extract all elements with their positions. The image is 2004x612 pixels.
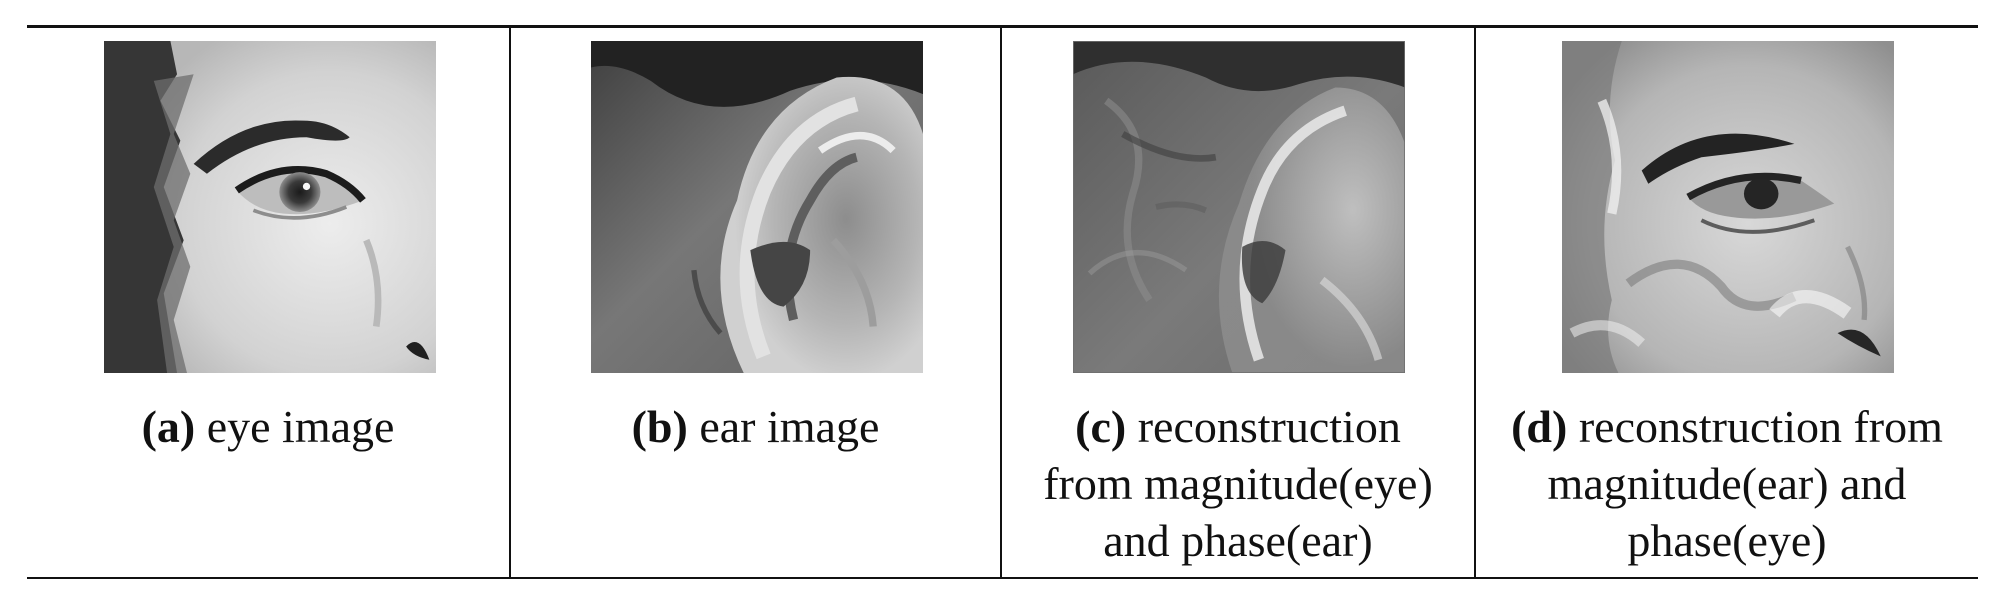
panel-a: (a) eye image [27,28,509,577]
table-top-rule [27,25,1978,28]
panel-c-letter: (c) [1075,401,1127,452]
eye-image [104,41,436,373]
table-bottom-rule [27,577,1978,579]
caption-d: (d) reconstruction from magnitude(ear) a… [1476,398,1978,569]
reconstructed-ear-image [1073,41,1405,373]
panel-c-caption-line-1: reconstruction [1137,401,1401,452]
caption-a: (a) eye image [27,398,509,455]
panel-d-caption-line-2: magnitude(ear) and [1547,458,1907,509]
panel-c-caption-line-3: and phase(ear) [1103,515,1373,566]
panel-a-letter: (a) [141,401,196,452]
column-divider-3 [1474,27,1476,578]
ear-image [591,41,923,373]
panel-b: (b) ear image [511,28,1000,577]
caption-c: (c) reconstruction from magnitude(eye) a… [1002,398,1474,569]
panel-d: (d) reconstruction from magnitude(ear) a… [1476,28,1978,577]
panel-c-caption-line-2: from magnitude(eye) [1043,458,1433,509]
panel-d-caption-line-1: reconstruction from [1578,401,1943,452]
reconstructed-eye-image [1562,41,1894,373]
panel-c: (c) reconstruction from magnitude(eye) a… [1002,28,1474,577]
column-divider-2 [1000,27,1002,578]
panel-d-letter: (d) [1511,401,1568,452]
panel-b-caption: ear image [699,401,880,452]
column-divider-1 [509,27,511,578]
panel-a-caption: eye image [206,401,395,452]
panel-d-caption-line-3: phase(eye) [1627,515,1827,566]
caption-b: (b) ear image [511,398,1000,455]
panel-b-letter: (b) [631,401,688,452]
